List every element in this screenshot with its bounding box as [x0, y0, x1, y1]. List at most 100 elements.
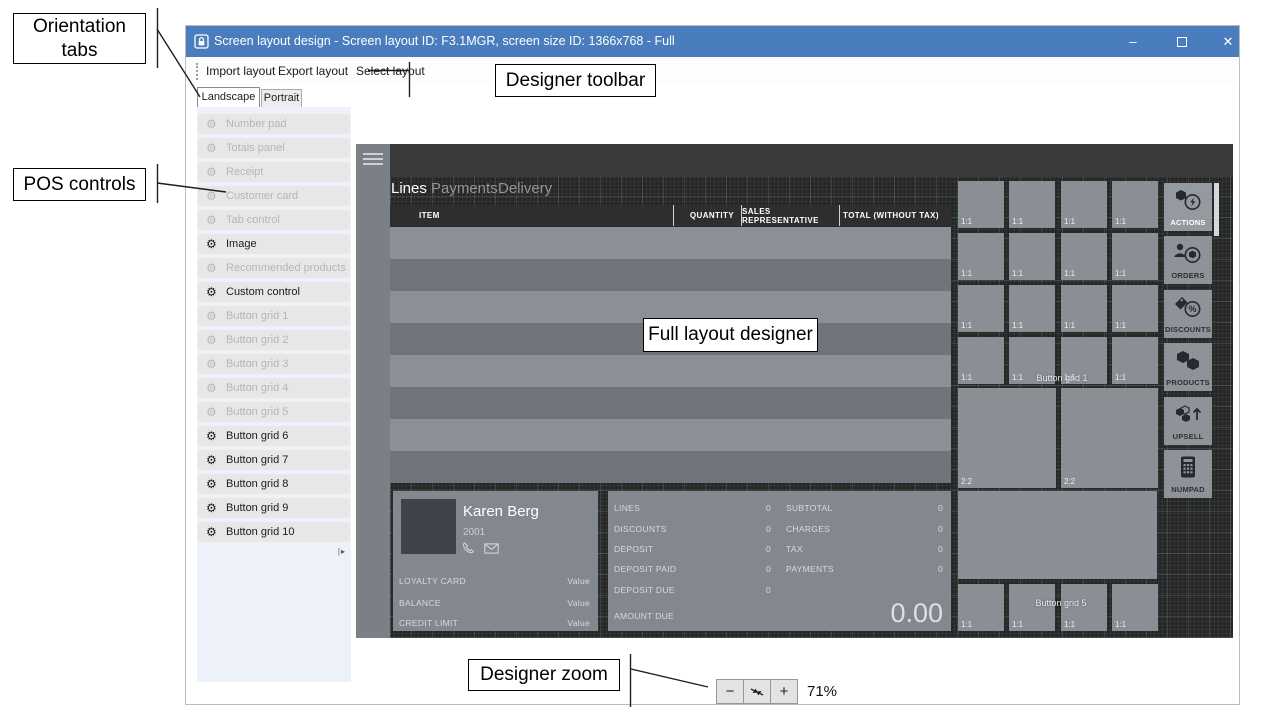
button-grid-1-cell[interactable]: 2:2: [958, 388, 1056, 488]
button-grid-1-cell[interactable]: 1:1: [1009, 285, 1055, 332]
sidebar-item-button-grid-2[interactable]: ⚙︎ Button grid 2: [198, 330, 350, 350]
sidebar-item-number-pad[interactable]: ⚙︎ Number pad: [198, 114, 350, 134]
customer-card-control[interactable]: Karen Berg 2001 LOYALTY CARD Value BALANCE…: [393, 491, 598, 631]
customer-field-row: LOYALTY CARD Value: [399, 576, 590, 586]
maximize-icon: [1177, 36, 1187, 47]
button-grid-5-cell[interactable]: [958, 491, 1157, 579]
gear-icon: ⚙︎: [206, 213, 217, 227]
lines-grid-header: ITEM QUANTITY SALES REPRESENTATIVE TOTAL…: [390, 205, 951, 226]
pos-nav-button-products[interactable]: PRODUCTS: [1164, 343, 1212, 391]
sidebar-item-tab-control[interactable]: ⚙︎ Tab control: [198, 210, 350, 230]
callout-full-layout-designer: Full layout designer: [643, 318, 818, 352]
button-grid-1-cell[interactable]: 1:1: [958, 337, 1004, 384]
pos-nav-button-orders[interactable]: ORDERS: [1164, 236, 1212, 284]
hamburger-menu-icon[interactable]: [363, 153, 383, 167]
cell-ratio-label: 1:1: [961, 217, 973, 226]
cell-ratio-label: 1:1: [1064, 321, 1076, 330]
button-grid-1-cell[interactable]: 1:1: [1112, 181, 1158, 228]
pos-nav-button-upsell[interactable]: UPSELL: [1164, 397, 1212, 445]
app-icon: [194, 34, 209, 49]
pos-nav-button-actions[interactable]: ACTIONS: [1164, 183, 1212, 231]
button-grid-1-cell[interactable]: 1:1: [1112, 337, 1158, 384]
sidebar-item-totals-panel[interactable]: ⚙︎ Totals panel: [198, 138, 350, 158]
cell-ratio-label: 2:2: [961, 477, 973, 486]
button-grid-1-cell[interactable]: 1:1: [958, 233, 1004, 280]
pos-nav-button-numpad[interactable]: NUMPAD: [1164, 450, 1212, 498]
button-grid-1-cell[interactable]: 1:1: [1061, 181, 1107, 228]
import-layout-button[interactable]: Import layout: [206, 64, 276, 78]
sidebar-item-image[interactable]: ⚙︎ Image: [198, 234, 350, 254]
button-grid-5-cell[interactable]: 1:1: [1009, 584, 1055, 631]
sidebar-item-button-grid-3[interactable]: ⚙︎ Button grid 3: [198, 354, 350, 374]
layout-designer-canvas[interactable]: Lines Payments Delivery ITEM QUANTITY SALE…: [356, 144, 1233, 638]
products-icon: [1164, 348, 1212, 373]
nav-scrollbar-thumb[interactable]: [1214, 183, 1219, 236]
minimize-button[interactable]: –: [1113, 26, 1153, 57]
tab-landscape[interactable]: Landscape: [197, 87, 260, 107]
select-layout-button[interactable]: Select layout: [356, 64, 425, 78]
sidebar-item-button-grid-7[interactable]: ⚙︎ Button grid 7: [198, 450, 350, 470]
gear-icon: ⚙︎: [206, 357, 217, 371]
totals-label: DEPOSIT PAID: [614, 564, 677, 574]
button-grid-1-cell[interactable]: 2:2: [1061, 388, 1158, 488]
button-grid-1-cell[interactable]: 1:1: [958, 285, 1004, 332]
zoom-in-button[interactable]: +: [770, 679, 798, 704]
button-grid-1-cell[interactable]: 1:1: [958, 181, 1004, 228]
zoom-fit-button[interactable]: [743, 679, 771, 704]
pos-tab-delivery[interactable]: Delivery: [498, 180, 553, 197]
button-grid-1-cell[interactable]: 1:1: [1061, 285, 1107, 332]
gear-icon: ⚙︎: [206, 453, 217, 467]
totals-panel-control[interactable]: LINES 0 DISCOUNTS 0 DEPOSIT 0 DEPOSIT PAID 0 DEP…: [608, 491, 951, 631]
cell-ratio-label: 1:1: [961, 321, 973, 330]
button-grid-1-cell[interactable]: 1:1: [1061, 233, 1107, 280]
button-grid-1-cell[interactable]: 1:1: [1112, 285, 1158, 332]
sidebar-item-label: Button grid 6: [226, 430, 289, 442]
totals-label: LINES: [614, 503, 641, 513]
callout-designer-toolbar: Designer toolbar: [495, 64, 656, 97]
zoom-out-button[interactable]: −: [716, 679, 744, 704]
button-grid-1-cell[interactable]: 1:1: [1009, 181, 1055, 228]
app-window: Screen layout design - Screen layout ID:…: [185, 25, 1240, 705]
gear-icon: ⚙︎: [206, 165, 217, 179]
pos-nav-button-label: DISCOUNTS: [1165, 325, 1211, 334]
totals-label: DISCOUNTS: [614, 524, 667, 534]
cell-ratio-label: 1:1: [1064, 620, 1076, 629]
button-grid-5-cell[interactable]: 1:1: [1112, 584, 1158, 631]
sidebar-item-custom-control[interactable]: ⚙︎ Custom control: [198, 282, 350, 302]
actions-icon: [1164, 188, 1212, 213]
toolbar-grip-icon[interactable]: [196, 63, 198, 80]
sidebar-item-customer-card[interactable]: ⚙︎ Customer card: [198, 186, 350, 206]
pos-nav-button-label: PRODUCTS: [1166, 378, 1210, 387]
sidebar-item-button-grid-4[interactable]: ⚙︎ Button grid 4: [198, 378, 350, 398]
sidebar-item-recommended-products[interactable]: ⚙︎ Recommended products: [198, 258, 350, 278]
customer-field-label: CREDIT LIMIT: [399, 618, 459, 628]
callout-text: Full layout designer: [648, 324, 813, 345]
pos-nav-button-discounts[interactable]: % DISCOUNTS: [1164, 290, 1212, 338]
sidebar-expander-icon[interactable]: |▸: [337, 547, 346, 556]
pos-tab-payments[interactable]: Payments: [431, 180, 498, 197]
button-grid-1-cell[interactable]: 1:1: [1061, 337, 1107, 384]
sidebar-item-button-grid-10[interactable]: ⚙︎ Button grid 10: [198, 522, 350, 542]
totals-label: SUBTOTAL: [786, 503, 833, 513]
sidebar-item-label: Button grid 5: [226, 406, 289, 418]
button-grid-1-cell[interactable]: 1:1: [1009, 233, 1055, 280]
export-layout-button[interactable]: Export layout: [278, 64, 349, 78]
gear-icon: ⚙︎: [206, 117, 217, 131]
sidebar-item-button-grid-1[interactable]: ⚙︎ Button grid 1: [198, 306, 350, 326]
button-grid-1-cell[interactable]: 1:1: [1009, 337, 1055, 384]
sidebar-item-label: Image: [226, 238, 257, 250]
close-button[interactable]: ✕: [1208, 26, 1248, 57]
customer-name: Karen Berg: [463, 503, 539, 520]
sidebar-item-button-grid-8[interactable]: ⚙︎ Button grid 8: [198, 474, 350, 494]
sidebar-item-button-grid-9[interactable]: ⚙︎ Button grid 9: [198, 498, 350, 518]
button-grid-5-cell[interactable]: 1:1: [1061, 584, 1107, 631]
sidebar-item-button-grid-6[interactable]: ⚙︎ Button grid 6: [198, 426, 350, 446]
button-grid-1-cell[interactable]: 1:1: [1112, 233, 1158, 280]
pos-tab-lines[interactable]: Lines: [391, 180, 427, 197]
button-grid-5-cell[interactable]: 1:1: [958, 584, 1004, 631]
maximize-button[interactable]: [1162, 26, 1202, 57]
sidebar-item-receipt[interactable]: ⚙︎ Receipt: [198, 162, 350, 182]
sidebar-item-button-grid-5[interactable]: ⚙︎ Button grid 5: [198, 402, 350, 422]
tab-portrait[interactable]: Portrait: [261, 89, 302, 107]
orders-icon: [1164, 241, 1212, 266]
